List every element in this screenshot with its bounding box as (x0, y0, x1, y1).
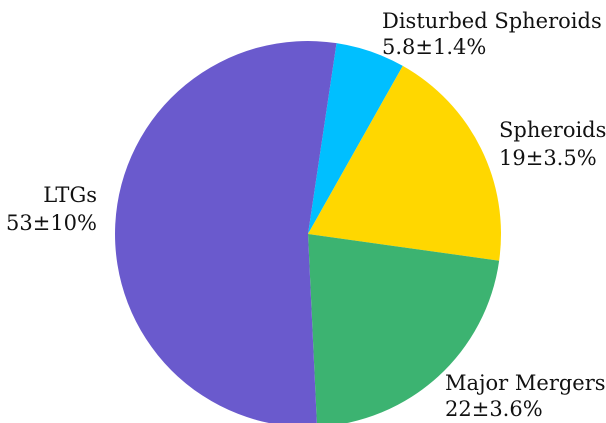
label-disturbed-spheroids: Disturbed Spheroids 5.8±1.4% (382, 9, 602, 59)
label-disturbed-spheroids-value: 5.8±1.4% (382, 35, 486, 59)
label-major-mergers-name: Major Mergers (445, 371, 606, 395)
label-disturbed-spheroids-name: Disturbed Spheroids (382, 9, 602, 33)
pie-slices (115, 41, 501, 423)
label-spheroids: Spheroids 19±3.5% (499, 118, 606, 170)
label-ltgs-name: LTGs (43, 183, 97, 207)
label-spheroids-name: Spheroids (499, 118, 606, 142)
label-major-mergers-value: 22±3.6% (445, 397, 543, 421)
label-ltgs-value: 53±10% (6, 211, 97, 235)
label-spheroids-value: 19±3.5% (499, 146, 597, 170)
pie-slice-disturbed-spheroids (308, 43, 403, 235)
label-ltgs: LTGs 53±10% (6, 183, 97, 235)
label-major-mergers: Major Mergers 22±3.6% (445, 371, 606, 421)
pie-slice-major-mergers (308, 234, 500, 423)
pie-slice-spheroids (308, 65, 501, 261)
pie-slice-ltgs (115, 41, 337, 423)
